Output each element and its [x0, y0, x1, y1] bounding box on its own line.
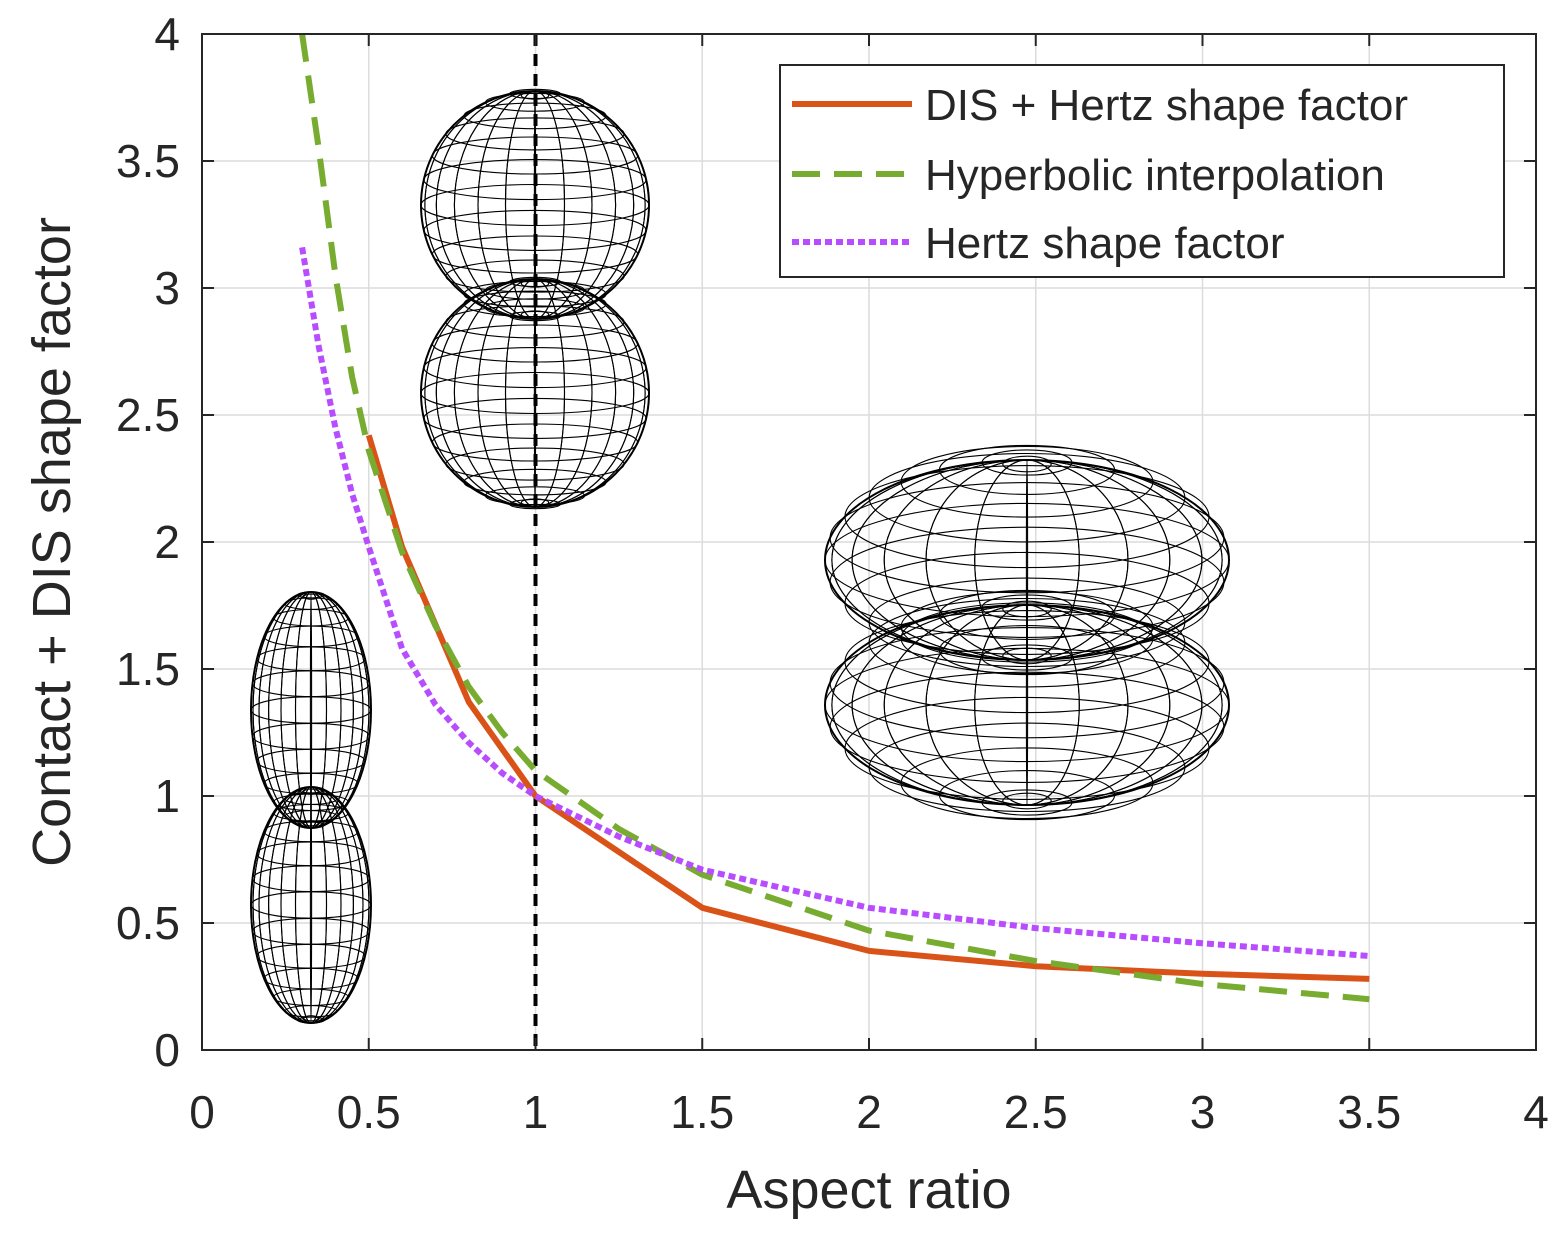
prolate-ellipsoid-pair-lower-pole [303, 788, 319, 795]
x-tick-labels: 0 0.5 1 1.5 2 2.5 3 3.5 4 [189, 1086, 1549, 1138]
prolate-ellipsoid-pair-lower-pole [303, 1015, 319, 1022]
x-tick-label: 0 [189, 1086, 215, 1138]
x-tick-label: 1.5 [670, 1086, 734, 1138]
legend-label-hertz: Hertz shape factor [925, 219, 1285, 268]
oblate-ellipsoid-pair-lower-pole [1002, 792, 1052, 810]
x-tick-label: 2.5 [1004, 1086, 1068, 1138]
y-tick-label: 0 [154, 1024, 180, 1076]
oblate-ellipsoid-pair-lower-pole [1002, 600, 1052, 618]
x-tick-label: 4 [1523, 1086, 1549, 1138]
prolate-ellipsoid-pair-upper-meridian [252, 591, 370, 829]
prolate-ellipsoid-pair-upper [250, 591, 372, 829]
series-line-dis-hertz [365, 434, 1370, 982]
series-group [299, 33, 1370, 1003]
oblate-ellipsoid-pair-upper-pole [1002, 455, 1052, 473]
y-tick-label: 4 [154, 8, 180, 60]
legend-label-hyperbolic: Hyperbolic interpolation [925, 151, 1385, 200]
x-tick-label: 3 [1190, 1086, 1216, 1138]
prolate-ellipsoid-pair-lower-meridian [252, 786, 370, 1024]
x-tick-label: 2 [856, 1086, 882, 1138]
oblate-ellipsoid-pair-upper [824, 444, 1230, 676]
y-tick-label: 3.5 [116, 135, 180, 187]
y-tick-label: 2.5 [116, 389, 180, 441]
legend-label-dis-hertz: DIS + Hertz shape factor [925, 81, 1408, 130]
y-tick-label: 3 [154, 262, 180, 314]
x-axis-label: Aspect ratio [726, 1160, 1011, 1220]
y-tick-label: 2 [154, 516, 180, 568]
y-tick-label: 1.5 [116, 643, 180, 695]
x-tick-label: 3.5 [1337, 1086, 1401, 1138]
series-line-hertz [299, 246, 1370, 959]
y-tick-label: 0.5 [116, 897, 180, 949]
prolate-ellipsoid-pair-upper-pole [303, 593, 319, 600]
oblate-ellipsoid-pair-lower-meridian [831, 604, 1223, 806]
series-line-hyperbolic [299, 33, 1370, 1003]
x-tick-label: 1 [523, 1086, 549, 1138]
x-tick-label: 0.5 [337, 1086, 401, 1138]
y-axis-label: Contact + DIS shape factor [22, 217, 82, 867]
y-tick-labels: 0 0.5 1 1.5 2 2.5 3 3.5 4 [116, 8, 180, 1076]
y-tick-label: 1 [154, 770, 180, 822]
ticks [201, 33, 1537, 1051]
prolate-ellipsoid-pair-lower [250, 786, 372, 1024]
legend: DIS + Hertz shape factor Hyperbolic inte… [779, 64, 1505, 278]
oblate-ellipsoid-pair-lower [824, 589, 1230, 821]
oblate-ellipsoid-pair-upper-meridian [831, 459, 1223, 661]
